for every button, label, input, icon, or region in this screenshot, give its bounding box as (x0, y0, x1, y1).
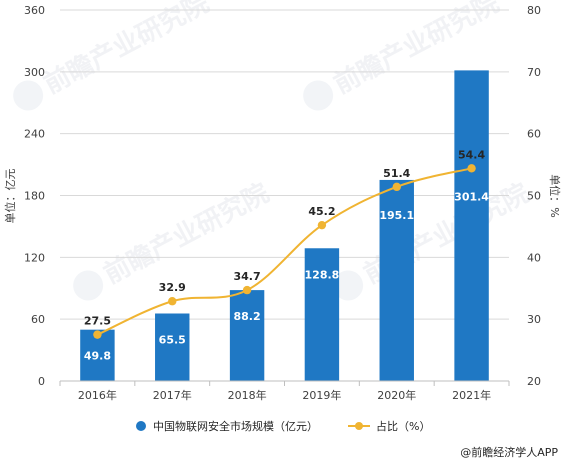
x-tick-label: 2021年 (452, 388, 491, 402)
line-value-label: 45.2 (308, 205, 335, 218)
watermark: 前瞻产业研究院 (13, 0, 214, 111)
y2-tick-label: 70 (527, 66, 541, 79)
x-tick-label: 2017年 (153, 388, 192, 402)
watermark-logo (303, 80, 334, 111)
y2-tick-label: 40 (527, 251, 541, 264)
data-labels: 49.8 65.5 88.2 128.8 195.1 301.4 27.5 32.9 34.7 4… (84, 148, 489, 362)
bar-series (80, 70, 489, 381)
line-point (242, 285, 252, 295)
bar-value-label: 65.5 (159, 333, 186, 346)
axes: 0 60 120 180 240 300 360 20 30 40 50 60 70 80 2016年 201… (24, 4, 541, 402)
x-tick-label: 2020年 (377, 388, 416, 402)
bar-value-label: 128.8 (305, 268, 340, 281)
watermark-text: 前瞻产业研究院 (39, 0, 214, 100)
y-tick-label: 120 (24, 251, 45, 264)
watermark-logo (73, 270, 104, 301)
line-value-label: 27.5 (84, 315, 111, 328)
bar-value-label: 195.1 (379, 209, 414, 222)
x-tick-label: 2019年 (302, 388, 341, 402)
line-value-label: 32.9 (159, 281, 186, 294)
bar-value-label: 88.2 (234, 310, 261, 323)
gridlines (60, 9, 509, 382)
line-value-label: 34.7 (234, 270, 261, 283)
x-tick-label: 2016年 (78, 388, 117, 402)
y2-tick-label: 60 (527, 128, 541, 141)
y-tick-label: 360 (24, 4, 45, 17)
source-credit: @前瞻经济学人APP (460, 445, 558, 459)
line-point (467, 164, 476, 173)
bar-value-label: 301.4 (454, 190, 489, 203)
watermark: 前瞻产业研究院 (333, 177, 534, 301)
line-point (168, 297, 177, 306)
line-value-label: 54.4 (458, 148, 485, 161)
line-series (93, 164, 476, 339)
y-tick-label: 300 (24, 66, 45, 79)
bar (379, 179, 414, 381)
legend-label: 占比（%） (376, 419, 430, 433)
bar (454, 70, 489, 381)
bar (304, 248, 340, 381)
legend-swatch-marker (355, 422, 363, 430)
legend-label: 中国物联网安全市场规模（亿元） (153, 419, 318, 433)
y-tick-label: 0 (38, 375, 45, 388)
y-tick-label: 60 (31, 313, 45, 326)
y-tick-label: 240 (24, 128, 45, 141)
x-tick-label: 2018年 (228, 388, 267, 402)
line-point (392, 182, 401, 192)
legend-swatch-bar (136, 421, 146, 431)
y2-tick-label: 80 (527, 4, 541, 17)
y2-axis-title: 单位：% (548, 174, 562, 217)
line-point (317, 220, 327, 230)
bar (155, 313, 190, 381)
y2-tick-label: 30 (527, 313, 541, 326)
watermark-logo (13, 80, 44, 111)
y-axis-title: 单位：亿元 (3, 169, 17, 224)
y2-tick-label: 50 (527, 190, 541, 203)
bar (229, 290, 265, 381)
y2-tick-label: 20 (527, 375, 541, 388)
bar-value-label: 49.8 (84, 350, 111, 363)
line-value-label: 51.4 (383, 167, 410, 180)
watermark-logo (333, 270, 364, 301)
legend: 中国物联网安全市场规模（亿元） 占比（%） (136, 419, 430, 433)
y-tick-label: 180 (24, 190, 45, 203)
line-point (93, 330, 102, 339)
